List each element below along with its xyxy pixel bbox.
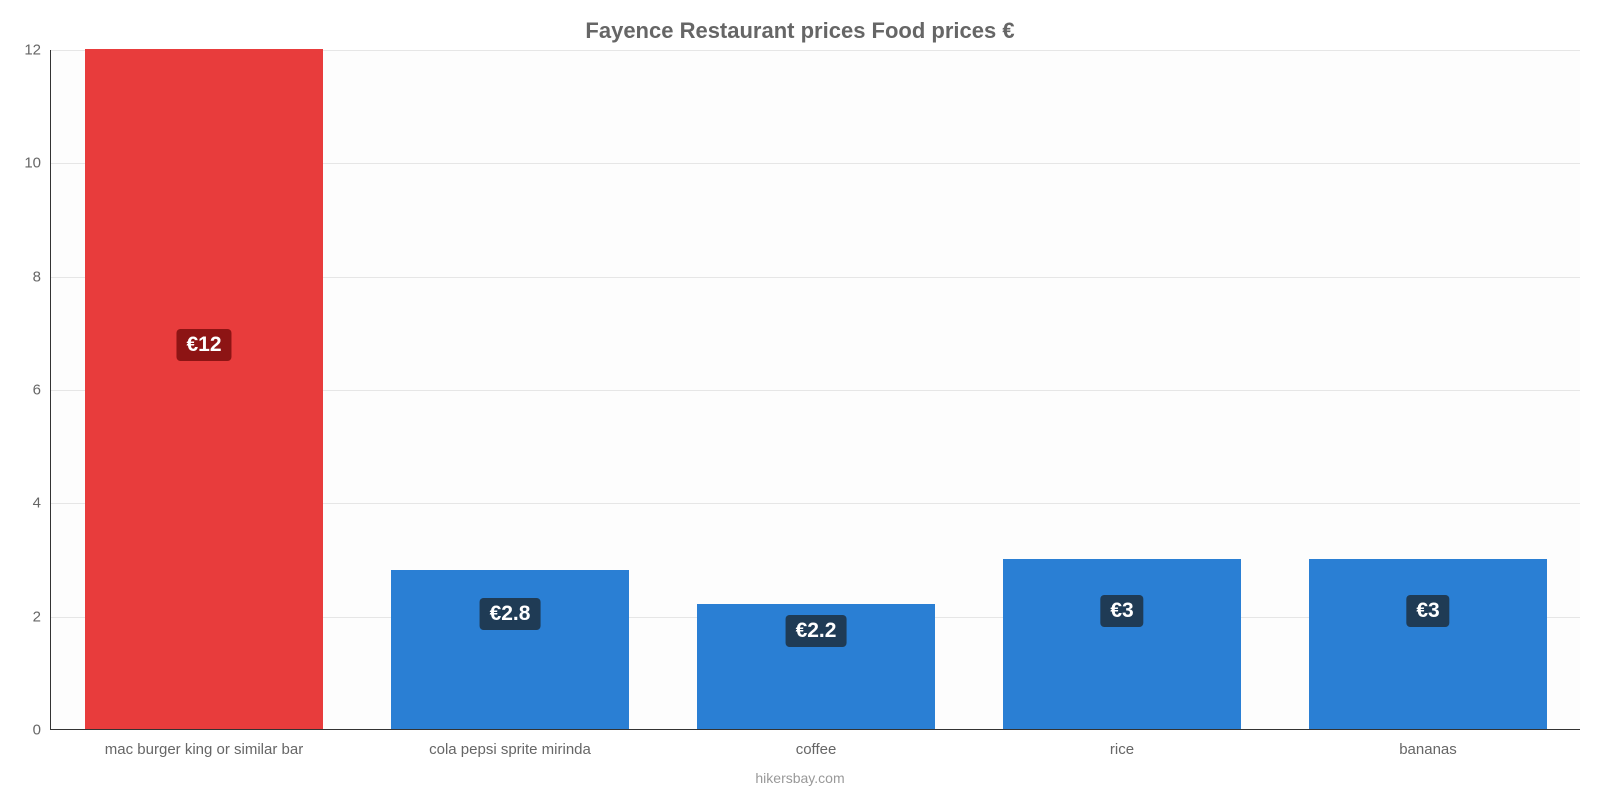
x-tick-label: mac burger king or similar bar xyxy=(105,741,303,758)
y-tick-label: 4 xyxy=(33,495,41,512)
bar xyxy=(1003,559,1242,729)
x-tick-label: rice xyxy=(1110,741,1134,758)
bar-chart: Fayence Restaurant prices Food prices € … xyxy=(0,0,1600,800)
chart-title: Fayence Restaurant prices Food prices € xyxy=(0,18,1600,44)
x-tick-label: bananas xyxy=(1399,741,1457,758)
bar xyxy=(85,49,324,729)
y-tick-label: 10 xyxy=(24,155,41,172)
value-badge: €12 xyxy=(176,329,231,361)
x-tick-label: cola pepsi sprite mirinda xyxy=(429,741,591,758)
x-tick-label: coffee xyxy=(796,741,837,758)
value-badge: €3 xyxy=(1100,595,1143,627)
bar xyxy=(1309,559,1548,729)
value-badge: €2.2 xyxy=(786,615,847,647)
plot-area: 024681012€12mac burger king or similar b… xyxy=(50,50,1580,730)
y-tick-label: 6 xyxy=(33,382,41,399)
y-tick-label: 2 xyxy=(33,608,41,625)
y-tick-label: 12 xyxy=(24,42,41,59)
value-badge: €3 xyxy=(1406,595,1449,627)
bar xyxy=(391,570,630,729)
y-tick-label: 8 xyxy=(33,268,41,285)
value-badge: €2.8 xyxy=(480,598,541,630)
attribution: hikersbay.com xyxy=(0,770,1600,786)
y-tick-label: 0 xyxy=(33,722,41,739)
